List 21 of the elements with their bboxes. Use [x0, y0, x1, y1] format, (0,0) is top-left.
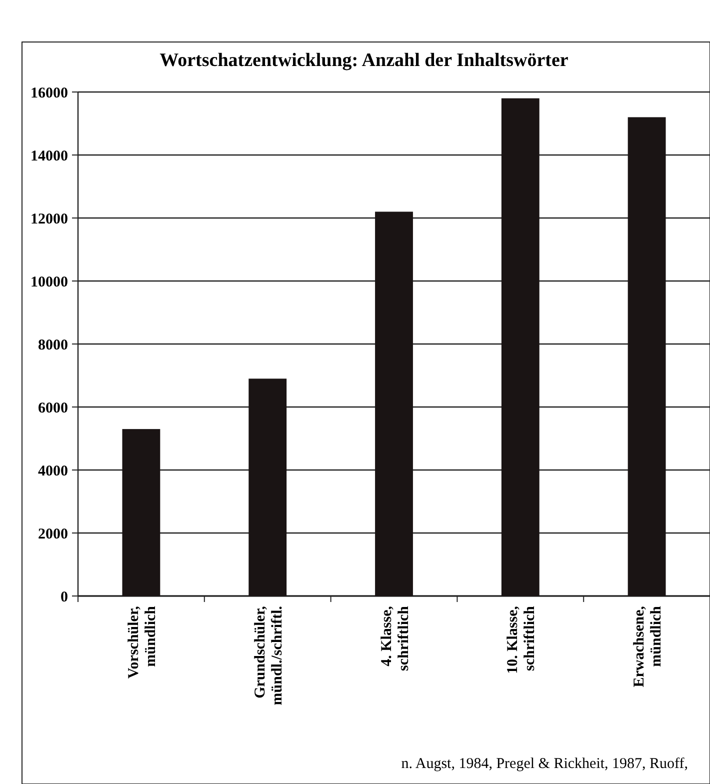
y-tick-label: 2000 [38, 526, 68, 542]
y-tick-label: 4000 [38, 463, 68, 480]
x-tick-label: Grundschüler, mündl./schriftl. [252, 606, 286, 706]
x-tick-label: Erwachsene, mündlich [632, 605, 665, 688]
bar [375, 212, 413, 596]
chart-title: Wortschatzentwicklung: Anzahl der Inhaltswörter [160, 50, 569, 71]
x-tick-label: 4. Klasse, schriftlich [378, 605, 412, 671]
y-tick-label: 0 [60, 589, 68, 606]
y-tick-label: 8000 [38, 337, 68, 354]
bar [122, 429, 160, 596]
bar [248, 378, 287, 596]
y-tick-label: 6000 [38, 400, 68, 416]
text: n. Augst, 1984, Pregel & Rickheit, 1987, Ruoff, [401, 756, 688, 772]
x-tick-label: Vorschüler, mündlich [126, 605, 159, 679]
bar [501, 98, 540, 596]
y-tick-label: 12000 [30, 211, 68, 228]
y-tick-label: 14000 [30, 148, 68, 164]
bar [628, 117, 666, 596]
x-tick-label: 10. Klasse, schriftlich [505, 605, 538, 674]
y-tick-label: 16000 [30, 85, 68, 102]
y-tick-label: 10000 [30, 274, 68, 290]
